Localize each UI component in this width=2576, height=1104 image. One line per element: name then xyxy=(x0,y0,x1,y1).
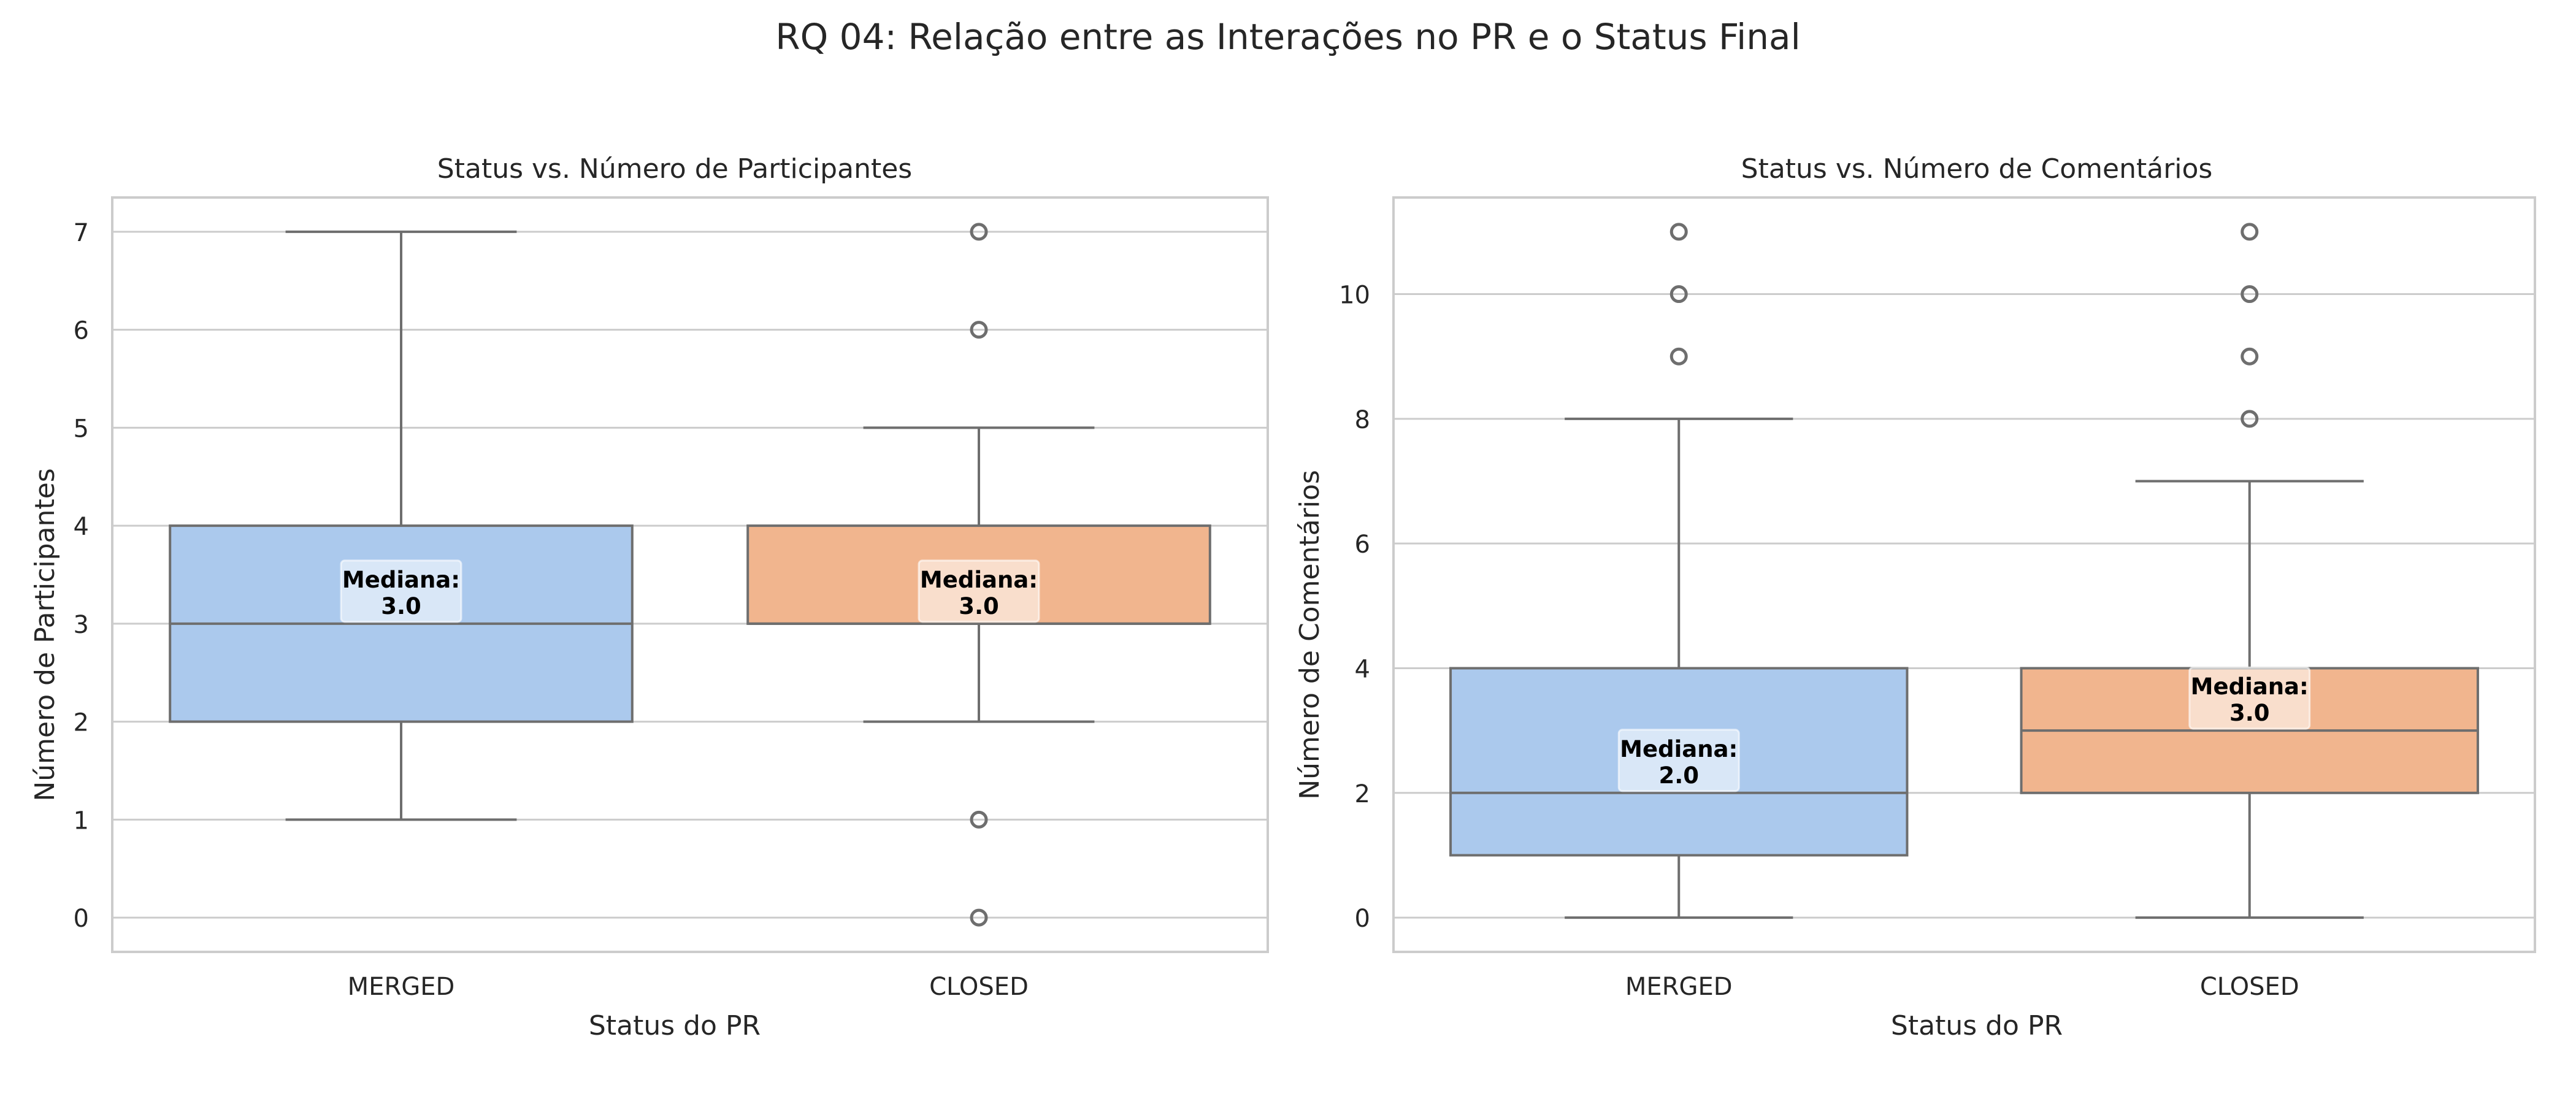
outlier-point xyxy=(1669,223,1688,241)
y-tick-label: 6 xyxy=(74,317,89,345)
box-merged: Mediana:2.0 xyxy=(1449,223,1909,919)
y-tick-label: 0 xyxy=(1355,905,1370,933)
median-label-title: Mediana: xyxy=(342,567,460,593)
y-tick-label: 7 xyxy=(74,219,89,247)
y-tick-label: 0 xyxy=(74,905,89,933)
outlier-point xyxy=(2241,223,2259,241)
y-tick-label: 6 xyxy=(1355,531,1370,559)
x-tick-label: MERGED xyxy=(348,973,455,1001)
y-tick-label: 4 xyxy=(1355,655,1370,683)
median-label-box xyxy=(1617,729,1740,792)
y-tick-label: 1 xyxy=(74,807,89,835)
median-label-box xyxy=(918,559,1040,623)
x-axis-label: Status do PR xyxy=(1891,1010,2063,1041)
outlier-point xyxy=(970,321,988,339)
median-label-title: Mediana: xyxy=(1620,736,1738,762)
figure-title: RQ 04: Relação entre as Interações no PR… xyxy=(775,16,1800,58)
box-merged: Mediana:3.0 xyxy=(169,230,634,821)
outlier-point xyxy=(2241,410,2259,428)
outlier-point xyxy=(2241,285,2259,304)
chart-participants: Status vs. Número de Participantes Statu… xyxy=(29,153,1269,1041)
median-label-value: 3.0 xyxy=(959,593,999,619)
median-label-value: 3.0 xyxy=(2229,700,2270,726)
x-tick-label: CLOSED xyxy=(2200,973,2299,1001)
median-label-box xyxy=(340,559,462,623)
x-axis-label: Status do PR xyxy=(589,1010,761,1041)
y-tick-label: 5 xyxy=(74,415,89,443)
median-label-value: 3.0 xyxy=(381,593,421,619)
outlier-point xyxy=(970,908,988,927)
outlier-point xyxy=(1669,347,1688,366)
chart-title: Status vs. Número de Participantes xyxy=(437,153,912,185)
plot-area xyxy=(1392,196,2536,953)
y-tick-label: 8 xyxy=(1355,406,1370,434)
median-label-title: Mediana: xyxy=(2191,673,2309,700)
y-axis-label: Número de Comentários xyxy=(1294,470,1325,800)
y-tick-label: 2 xyxy=(1355,780,1370,808)
chart-title: Status vs. Número de Comentários xyxy=(1741,153,2213,185)
outlier-point xyxy=(1669,285,1688,304)
outlier-point xyxy=(2241,347,2259,366)
outlier-point xyxy=(970,810,988,829)
y-tick-label: 2 xyxy=(74,709,89,737)
y-tick-label: 3 xyxy=(74,611,89,639)
y-axis-label: Número de Participantes xyxy=(29,468,61,801)
box-closed: Mediana:3.0 xyxy=(2020,223,2479,919)
x-tick-label: MERGED xyxy=(1625,973,1733,1001)
y-tick-label: 4 xyxy=(74,513,89,541)
median-label-title: Mediana: xyxy=(920,567,1038,593)
median-label-value: 2.0 xyxy=(1658,762,1699,789)
x-tick-label: CLOSED xyxy=(929,973,1029,1001)
median-label-box xyxy=(2188,666,2311,730)
outlier-point xyxy=(970,223,988,241)
chart-comments: Status vs. Número de Comentários Status … xyxy=(1294,153,2536,1041)
box-closed: Mediana:3.0 xyxy=(746,223,1211,927)
y-tick-label: 10 xyxy=(1339,282,1370,310)
